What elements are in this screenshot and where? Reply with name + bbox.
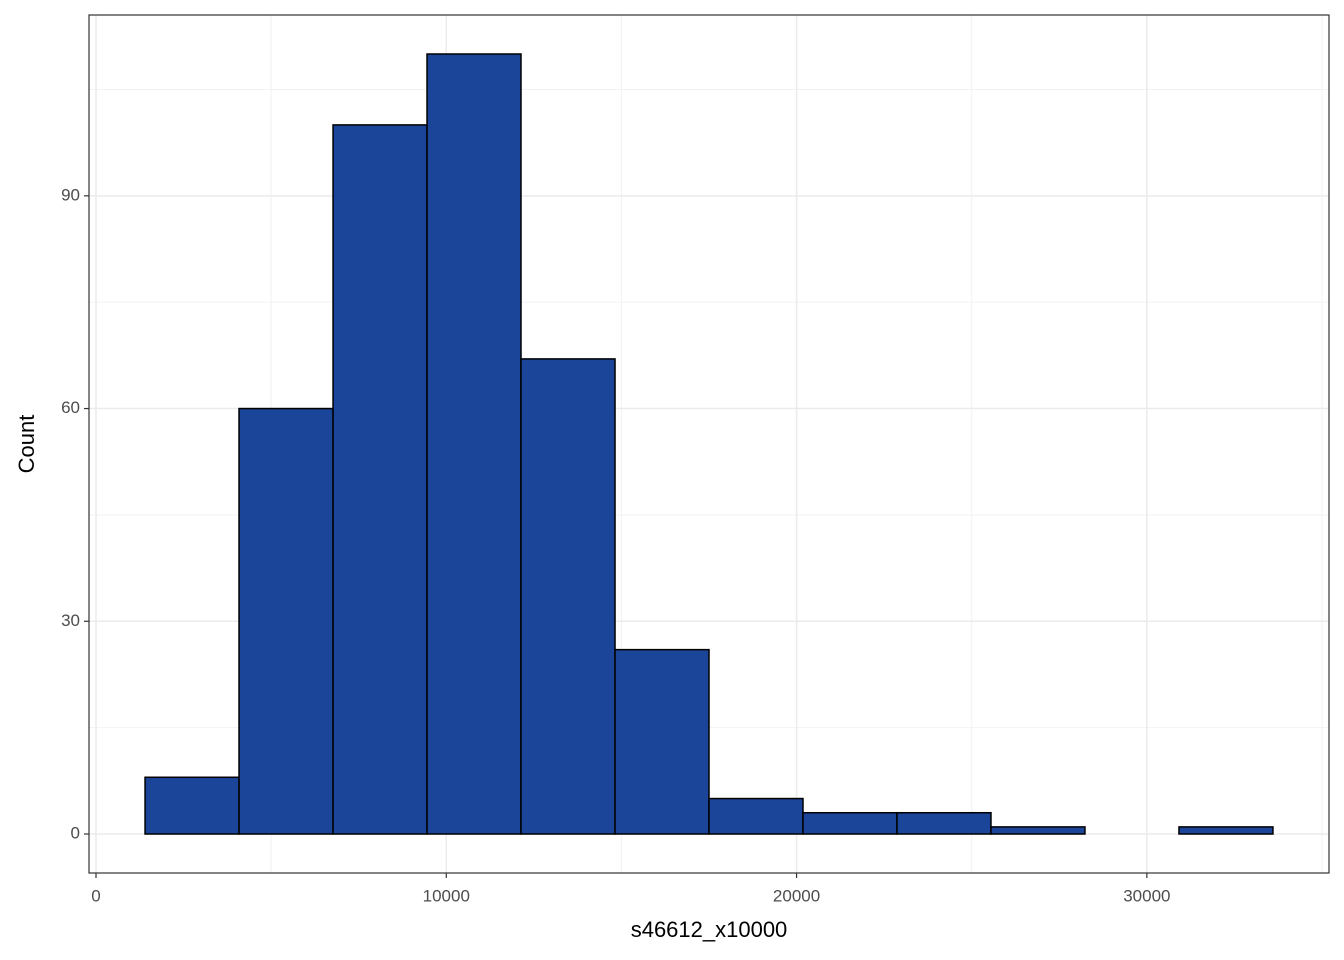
bar	[802, 811, 898, 835]
bar	[238, 407, 334, 835]
y-tick-label: 30	[61, 611, 80, 630]
x-tick-label: 30000	[1123, 886, 1170, 905]
y-tick-label: 90	[61, 185, 80, 204]
bar	[520, 358, 616, 835]
y-tick-label: 60	[61, 398, 80, 417]
bar	[708, 797, 804, 835]
bar	[144, 776, 240, 835]
bar	[990, 826, 1086, 835]
bar	[332, 124, 428, 835]
y-tick-label: 0	[71, 823, 80, 842]
x-tick-label: 10000	[423, 886, 470, 905]
bar	[1178, 826, 1274, 835]
panel-border	[88, 14, 1330, 874]
y-axis-title: Count	[14, 415, 39, 474]
bar	[614, 648, 710, 835]
x-axis-title: s46612_x10000	[631, 917, 788, 942]
x-tick-label: 0	[91, 886, 100, 905]
bar	[896, 811, 992, 835]
x-tick-label: 20000	[773, 886, 820, 905]
bar	[426, 53, 522, 835]
